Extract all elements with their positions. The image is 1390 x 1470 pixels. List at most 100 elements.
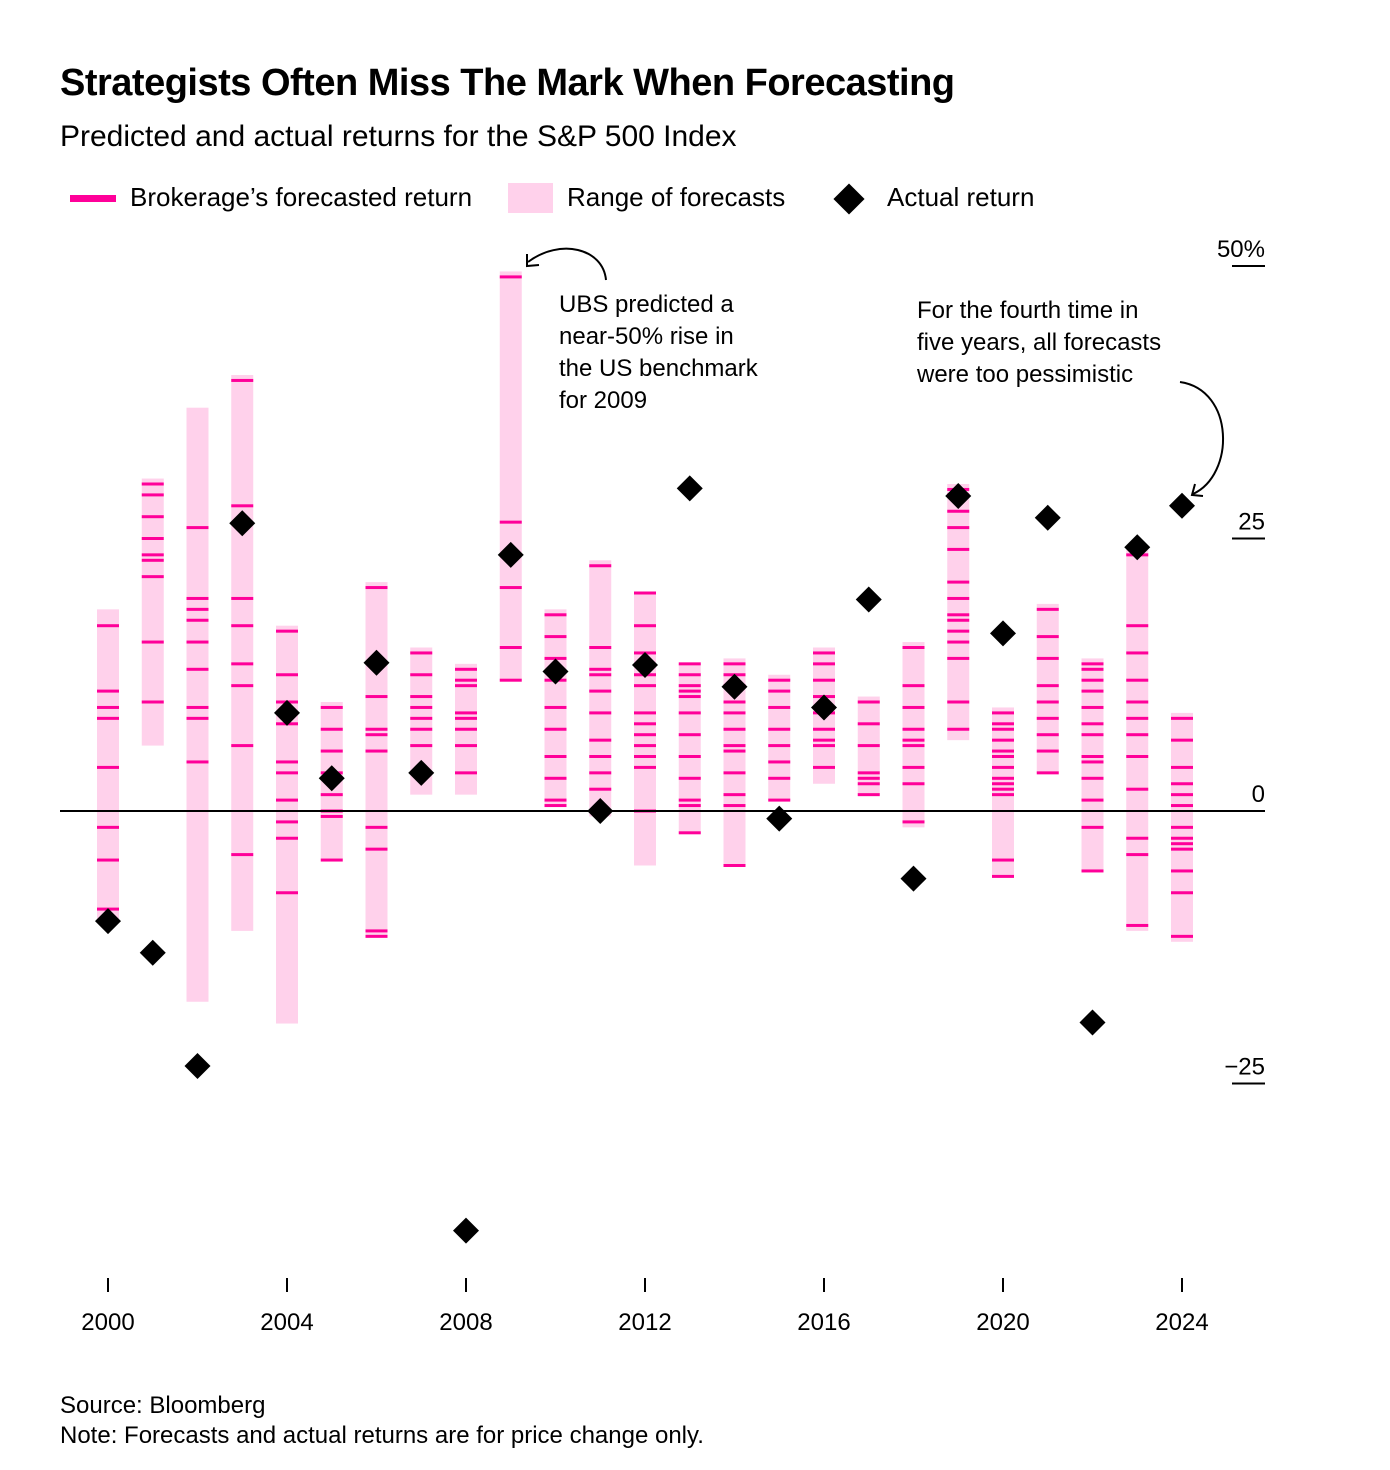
forecast-tick-2016-5 (813, 727, 835, 731)
forecast-tick-2010-0 (544, 613, 567, 617)
forecast-tick-2003-6 (231, 744, 254, 748)
forecast-tick-2011-1 (589, 646, 612, 649)
actual-return-2013 (676, 475, 703, 502)
forecast-range-2011 (589, 560, 612, 817)
forecast-range-2006 (365, 582, 388, 937)
forecast-tick-2019-7 (947, 613, 970, 617)
forecast-tick-2008-5 (455, 727, 477, 731)
forecast-tick-2001-6 (141, 575, 164, 579)
x-axis: 2000 2004 2008 2012 2016 2020 2024 (81, 1278, 1209, 1336)
annotation-ubs-arrowhead-icon (526, 254, 540, 268)
y-axis: 50% 25 0 −25 (1217, 236, 1265, 1085)
actual-return-2003 (229, 510, 256, 537)
legend-forecast-swatch (70, 195, 116, 202)
forecast-tick-2001-3 (141, 537, 164, 540)
forecast-tick-2021-8 (1036, 771, 1059, 775)
forecast-tick-2019-4 (947, 547, 970, 551)
forecast-tick-2002-7 (186, 716, 209, 720)
forecast-tick-2011-8 (589, 771, 612, 775)
forecast-tick-2021-3 (1036, 684, 1059, 688)
annotation-pessimistic-line: were too pessimistic (916, 361, 1133, 388)
forecast-tick-2002-5 (186, 667, 209, 671)
forecast-tick-2004-5 (276, 771, 298, 775)
forecast-tick-2008-4 (455, 716, 477, 720)
forecast-tick-2024-2 (1171, 765, 1193, 769)
forecast-tick-2021-0 (1036, 607, 1059, 611)
forecast-tick-2009-4 (499, 678, 522, 682)
forecast-tick-2014-9 (723, 793, 746, 797)
actual-return-2010 (542, 658, 569, 685)
actual-return-2024 (1169, 492, 1195, 519)
forecast-tick-2024-4 (1171, 793, 1193, 797)
y-tick-label: 0 (1252, 781, 1265, 808)
forecast-tick-2016-6 (813, 738, 835, 742)
actual-return-2005 (318, 765, 345, 792)
forecast-tick-2020-5 (992, 755, 1014, 758)
forecast-tick-2015-7 (768, 798, 791, 802)
forecast-tick-2008-0 (455, 667, 477, 671)
forecast-tick-2024-7 (1171, 836, 1193, 840)
forecast-tick-2004-1 (276, 673, 298, 677)
actual-return-2001 (139, 939, 166, 966)
forecast-range-2009 (499, 271, 522, 681)
forecast-tick-2013-9 (678, 798, 701, 802)
forecast-range-2015 (768, 674, 791, 801)
forecast-tick-2015-0 (768, 678, 791, 682)
forecast-range-2004 (276, 625, 298, 1024)
forecast-tick-2000-3 (97, 716, 119, 720)
forecast-tick-2003-3 (231, 624, 254, 628)
forecast-tick-2023-8 (1126, 787, 1149, 791)
forecast-tick-2010-2 (544, 656, 567, 660)
forecast-tick-2013-6 (678, 733, 701, 737)
chart-subtitle: Predicted and actual returns for the S&P… (60, 120, 737, 153)
forecast-tick-2002-8 (186, 760, 209, 764)
forecast-tick-2008-6 (455, 744, 477, 748)
forecast-range-2022 (1081, 658, 1104, 871)
forecast-tick-2004-6 (276, 798, 298, 802)
forecast-tick-2009-1 (499, 520, 522, 524)
forecast-tick-2014-6 (723, 744, 746, 748)
forecast-range-2007 (410, 647, 433, 795)
forecast-tick-2000-6 (97, 858, 119, 862)
forecast-tick-2004-4 (276, 760, 298, 764)
forecast-tick-2011-3 (589, 673, 612, 677)
actual-return-2008 (453, 1217, 479, 1244)
forecast-tick-2022-4 (1081, 705, 1104, 709)
forecast-tick-2020-7 (992, 776, 1014, 780)
forecast-tick-2020-0 (992, 711, 1014, 715)
forecast-tick-2016-8 (813, 765, 835, 769)
actual-return-2019 (945, 482, 972, 509)
forecast-tick-2014-0 (723, 662, 746, 666)
chart-plot: 50% 25 0 −25 2000 2004 2008 2012 2016 2020 2024 U… (60, 236, 1265, 1336)
forecast-tick-2009-3 (499, 646, 522, 649)
forecast-tick-2018-3 (902, 727, 925, 731)
forecast-tick-2003-0 (231, 378, 254, 382)
forecast-tick-2024-9 (1171, 847, 1193, 851)
forecast-tick-2020-3 (992, 738, 1014, 742)
forecast-tick-2001-7 (141, 640, 164, 644)
chart-title: Strategists Often Miss The Mark When For… (60, 62, 955, 104)
forecast-tick-2011-6 (589, 738, 612, 742)
footnote: Note: Forecasts and actual returns are f… (60, 1422, 704, 1449)
forecast-tick-2019-8 (947, 618, 970, 622)
actual-return-2000 (95, 908, 121, 935)
forecast-tick-2005-2 (320, 749, 343, 753)
forecast-tick-2019-5 (947, 580, 970, 584)
y-tick-label: 50% (1217, 236, 1265, 263)
forecast-tick-2007-0 (410, 651, 433, 655)
forecast-tick-2012-4 (634, 684, 656, 688)
forecast-tick-2002-6 (186, 705, 209, 709)
annotation-pessimistic-line: For the fourth time in (917, 297, 1138, 324)
actual-return-2009 (497, 541, 524, 568)
forecast-range-2020 (992, 707, 1014, 877)
forecast-tick-2018-2 (902, 705, 925, 709)
forecast-tick-2023-9 (1126, 836, 1149, 840)
x-tick-label: 2016 (797, 1309, 850, 1336)
forecast-tick-2004-8 (276, 836, 298, 840)
forecast-tick-2016-2 (813, 678, 835, 682)
forecast-tick-2021-2 (1036, 656, 1059, 660)
forecast-tick-2024-0 (1171, 716, 1193, 720)
forecast-range-2000 (97, 609, 119, 920)
forecast-tick-2010-1 (544, 635, 567, 639)
annotations-layer: UBS predicted a near-50% rise in the US be… (526, 247, 1224, 497)
